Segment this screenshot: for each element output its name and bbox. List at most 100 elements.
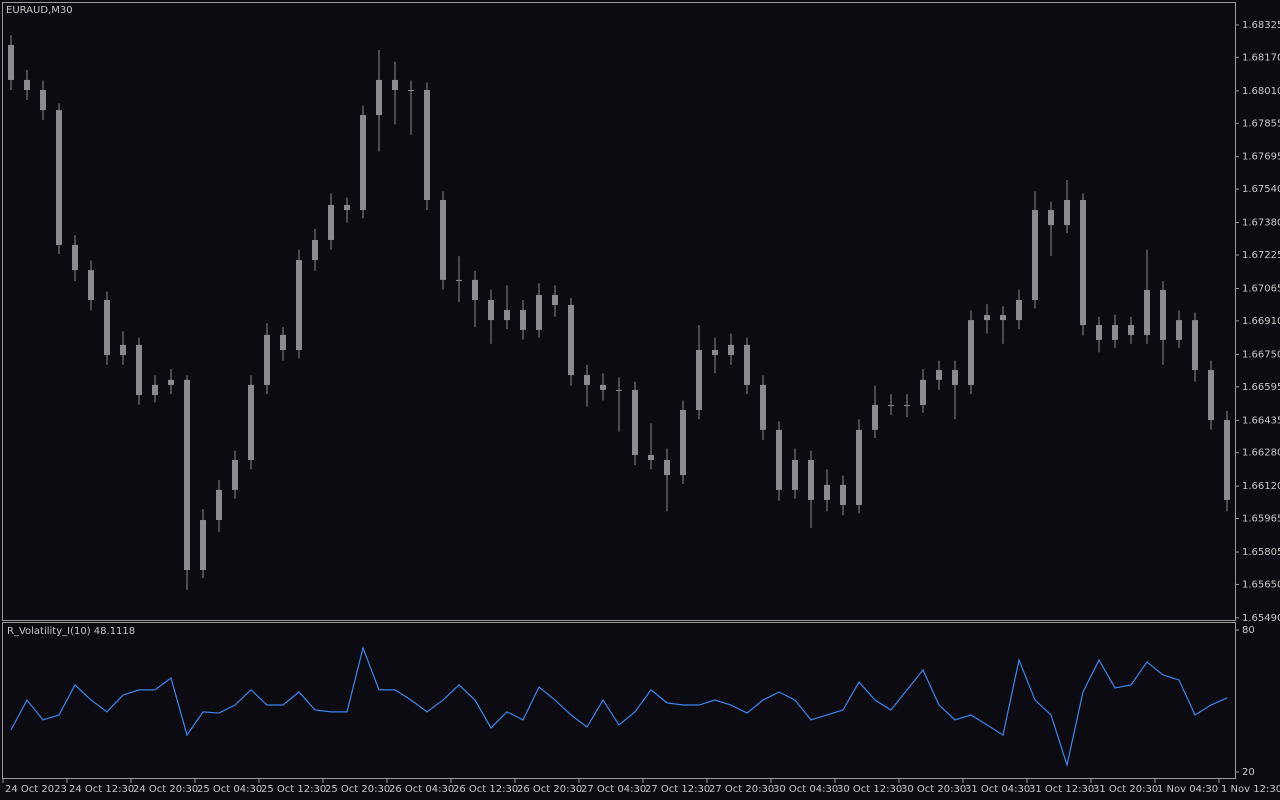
candle-body: [280, 334, 286, 350]
x-tick-label: 24 Oct 2023: [5, 784, 67, 795]
candle-body: [856, 429, 862, 505]
candle-body: [808, 459, 814, 500]
candle-body: [952, 370, 958, 385]
candle-body: [296, 260, 302, 350]
candle-body: [920, 379, 926, 405]
candle-body: [872, 404, 878, 430]
y-tick-label: 1.65490: [1242, 613, 1280, 624]
candle-body: [632, 389, 638, 455]
x-tick-label: 31 Oct 12:30: [1029, 784, 1094, 795]
x-tick-label: 30 Oct 12:30: [837, 784, 902, 795]
y-tick-label: 1.66595: [1242, 382, 1280, 393]
x-tick-label: 25 Oct 20:30: [325, 784, 390, 795]
candle-body: [984, 315, 990, 321]
y-tick-label: 1.67065: [1242, 283, 1280, 294]
candle-body: [136, 344, 142, 395]
candle-body: [88, 270, 94, 300]
x-tick-label: 24 Oct 12:30: [69, 784, 134, 795]
candle-body: [824, 484, 830, 500]
x-tick-label: 27 Oct 20:30: [709, 784, 774, 795]
x-tick-label: 26 Oct 12:30: [453, 784, 518, 795]
candle-body: [552, 294, 558, 306]
candle-body: [168, 379, 174, 385]
candle-body: [104, 299, 110, 356]
y-tick-label: 1.68325: [1242, 20, 1280, 31]
candle-body: [360, 115, 366, 211]
candle-body: [424, 90, 430, 201]
x-tick-label: 25 Oct 12:30: [261, 784, 326, 795]
candle-body: [24, 79, 30, 91]
candle-body: [968, 320, 974, 385]
candle-body: [1208, 370, 1214, 421]
candle-body: [120, 344, 126, 356]
candle-body: [8, 45, 14, 80]
candle-body: [584, 375, 590, 385]
x-tick-label: 27 Oct 04:30: [581, 784, 646, 795]
y-tick-label: 1.68170: [1242, 52, 1280, 63]
candle-body: [1096, 325, 1102, 340]
candle-body: [152, 384, 158, 395]
candle-body: [792, 459, 798, 490]
candle-body: [888, 404, 894, 406]
candle-body: [1016, 299, 1022, 321]
candle-body: [536, 294, 542, 330]
candle-body: [648, 454, 654, 460]
candle-body: [408, 90, 414, 92]
candle-body: [248, 384, 254, 460]
y-tick-label: 1.66120: [1242, 481, 1280, 492]
candle-body: [1128, 325, 1134, 335]
candle-body: [376, 79, 382, 116]
candle-body: [568, 305, 574, 376]
candle-body: [728, 344, 734, 356]
x-tick-label: 30 Oct 20:30: [901, 784, 966, 795]
candle-body: [1080, 200, 1086, 326]
y-tick-label: 1.67540: [1242, 184, 1280, 195]
candle-body: [488, 299, 494, 321]
candle-body: [232, 459, 238, 490]
x-tick-label: 26 Oct 04:30: [389, 784, 454, 795]
candle-body: [440, 200, 446, 280]
candle-body: [1000, 315, 1006, 321]
candle-body: [344, 205, 350, 211]
indicator-frame: [2, 622, 1236, 779]
symbol-title: EURAUD,M30: [6, 5, 73, 16]
candle-body: [840, 484, 846, 505]
candle-body: [264, 334, 270, 385]
candle-body: [664, 459, 670, 476]
y-tick-label: 1.66280: [1242, 448, 1280, 459]
y-tick-label: 1.67855: [1242, 118, 1280, 129]
x-tick-label: 24 Oct 20:30: [133, 784, 198, 795]
candle-body: [1176, 320, 1182, 340]
candle-body: [744, 344, 750, 385]
candle-body: [1224, 420, 1230, 500]
y-tick-label: 1.67695: [1242, 152, 1280, 163]
candle-body: [1192, 320, 1198, 371]
y-tick-label: 1.65650: [1242, 579, 1280, 590]
candle-body: [200, 520, 206, 571]
candle-body: [1048, 210, 1054, 226]
candle-body: [472, 279, 478, 300]
candle-body: [936, 370, 942, 380]
candle-body: [1160, 289, 1166, 340]
candle-body: [1064, 200, 1070, 226]
indicator-line: [10, 645, 1228, 768]
y-tick-label: 80: [1242, 625, 1255, 636]
indicator-title: R_Volatility_I(10) 48.1118: [7, 626, 135, 637]
candle-body: [504, 310, 510, 321]
x-tick-label: 1 Nov 04:30: [1157, 784, 1218, 795]
y-tick-label: 1.65805: [1242, 547, 1280, 558]
candle-body: [760, 384, 766, 430]
x-tick-label: 30 Oct 04:30: [773, 784, 838, 795]
x-tick-label: 31 Oct 20:30: [1093, 784, 1158, 795]
candle-body: [1144, 289, 1150, 335]
candle-body: [696, 349, 702, 411]
candle-body: [600, 384, 606, 390]
y-tick-label: 1.68010: [1242, 86, 1280, 97]
candle-body: [40, 90, 46, 111]
x-tick-label: 25 Oct 04:30: [197, 784, 262, 795]
y-tick-label: 1.66910: [1242, 316, 1280, 327]
candle-body: [1112, 325, 1118, 340]
